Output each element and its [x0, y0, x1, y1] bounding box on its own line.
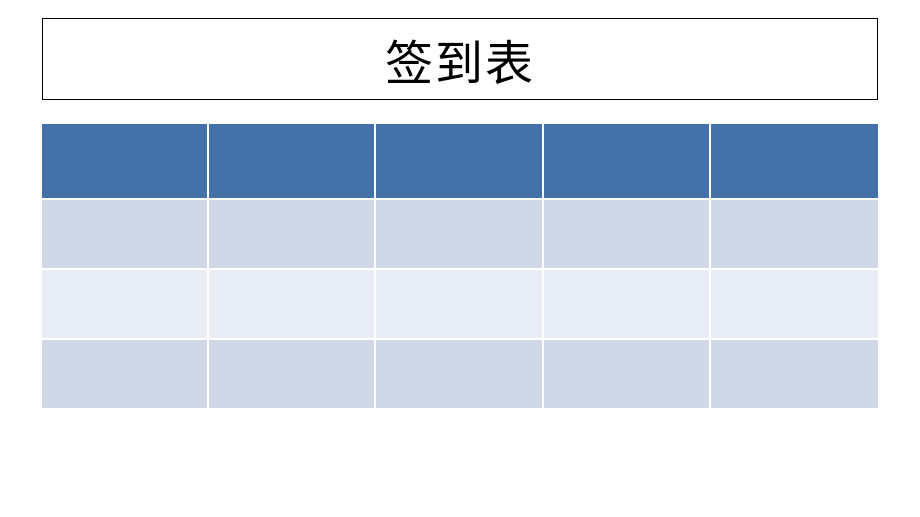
- signin-table: [42, 124, 878, 410]
- table-row: [42, 200, 878, 270]
- table-header-cell: [42, 124, 209, 200]
- table-row: [42, 340, 878, 410]
- table-cell: [209, 340, 376, 410]
- page-title: 签到表: [385, 24, 535, 94]
- table-cell: [544, 200, 711, 270]
- table-cell: [711, 200, 878, 270]
- table-cell: [544, 270, 711, 340]
- title-container: 签到表: [42, 18, 878, 100]
- table-cell: [209, 200, 376, 270]
- table-cell: [209, 270, 376, 340]
- table-cell: [711, 270, 878, 340]
- table-cell: [42, 270, 209, 340]
- table-cell: [42, 340, 209, 410]
- table-header-cell: [376, 124, 543, 200]
- table-cell: [711, 340, 878, 410]
- table-cell: [376, 200, 543, 270]
- table-header-cell: [209, 124, 376, 200]
- table-header-cell: [544, 124, 711, 200]
- table-row: [42, 270, 878, 340]
- table-cell: [544, 340, 711, 410]
- table-cell: [42, 200, 209, 270]
- table-header-cell: [711, 124, 878, 200]
- table-header-row: [42, 124, 878, 200]
- table-cell: [376, 270, 543, 340]
- table-cell: [376, 340, 543, 410]
